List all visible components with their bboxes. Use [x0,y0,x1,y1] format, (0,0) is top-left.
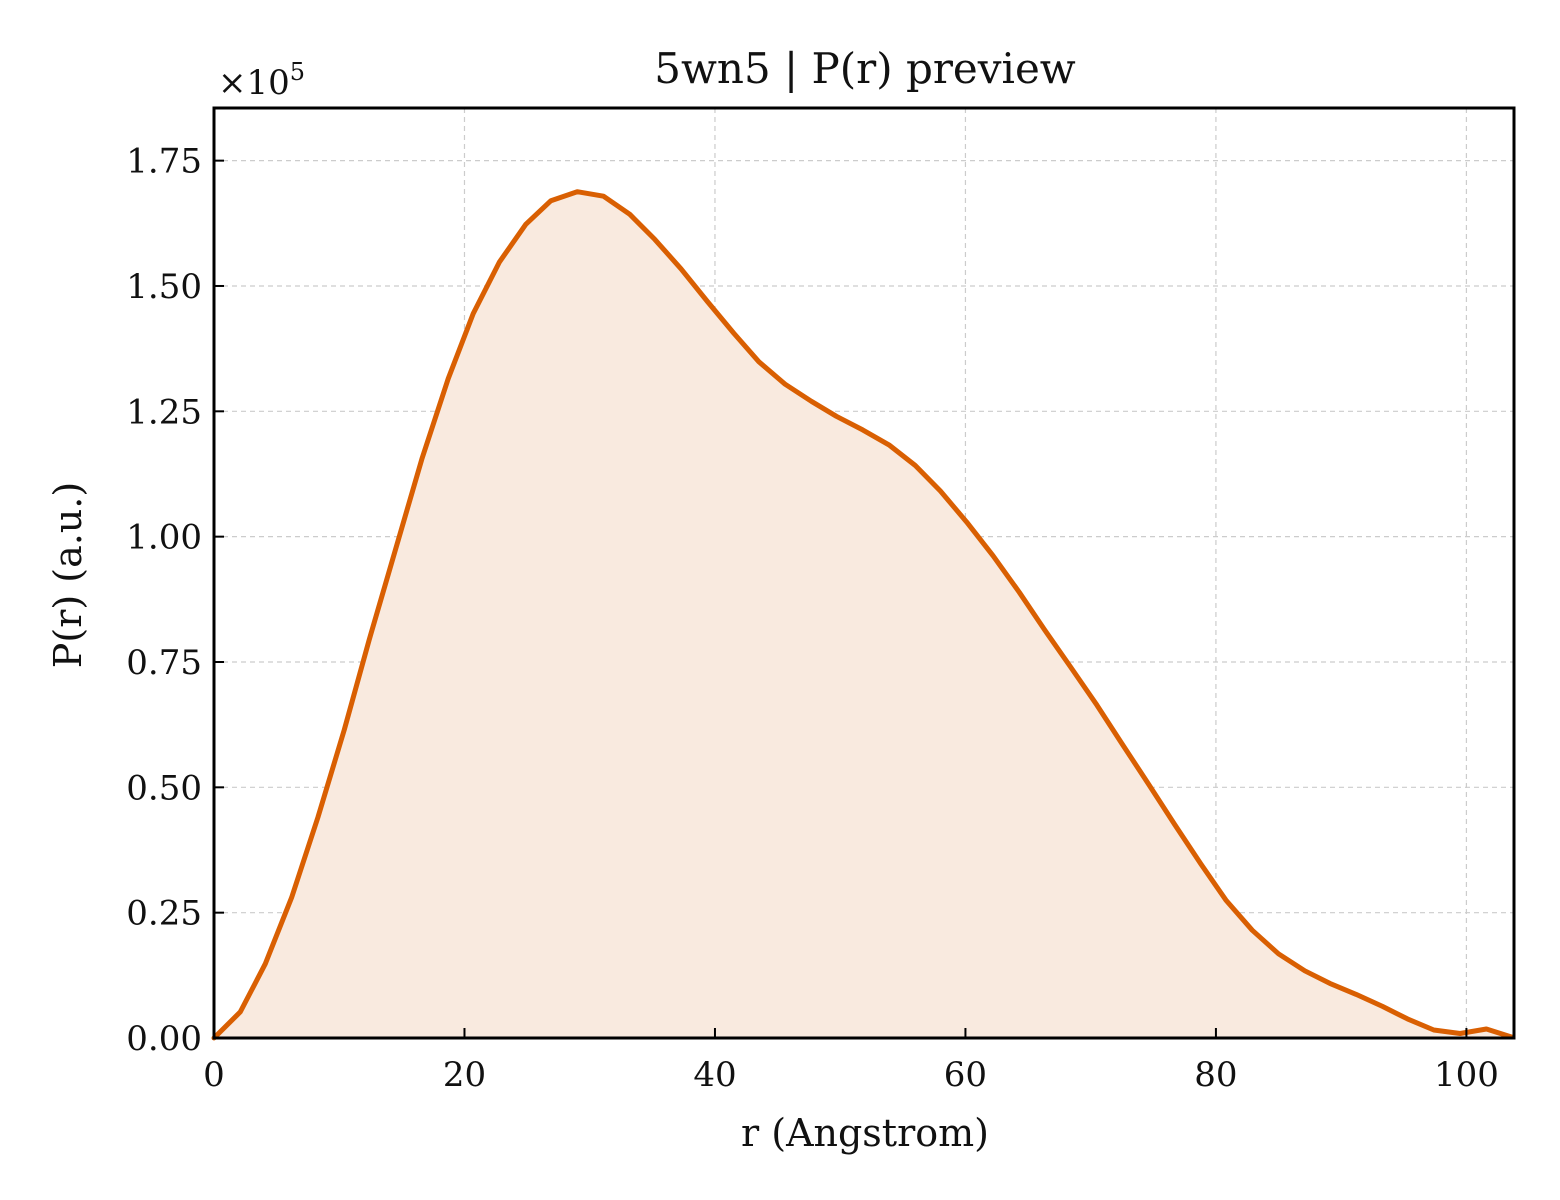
series-line [211,189,1514,1041]
x-tick-label: 40 [693,1055,736,1095]
x-tick-label: 80 [1194,1055,1237,1095]
y-tick-label: 1.75 [126,142,202,182]
plot-frame [212,106,1516,1040]
y-tick-label: 0.00 [126,1019,202,1059]
x-axis-label: r (Angstrom) [741,1111,989,1155]
chart-title: 5wn5 | P(r) preview [654,44,1076,93]
y-axis-label: P(r) (a.u.) [46,482,90,668]
x-tick-label: 0 [203,1055,225,1095]
area-fill [214,191,1512,1038]
y-tick-label: 1.50 [126,267,202,307]
axis-ticks: 0 20 40 60 80 100 0.00 0.25 0.50 0.75 1.00 1.25 1.50… [126,142,1499,1095]
y-tick-label: 0.50 [126,768,202,808]
x-tick-label: 60 [944,1055,987,1095]
y-multiplier-exponent: 5 [290,58,305,86]
x-tick-label: 20 [443,1055,486,1095]
y-tick-label: 0.75 [126,643,202,683]
y-tick-label: 1.25 [126,392,202,432]
y-tick-label: 1.00 [126,518,202,558]
y-multiplier-base: ×10 [218,63,290,103]
y-tick-label: 0.25 [126,894,202,934]
x-tick-label: 100 [1434,1055,1499,1095]
y-axis-multiplier: ×105 [218,58,305,103]
